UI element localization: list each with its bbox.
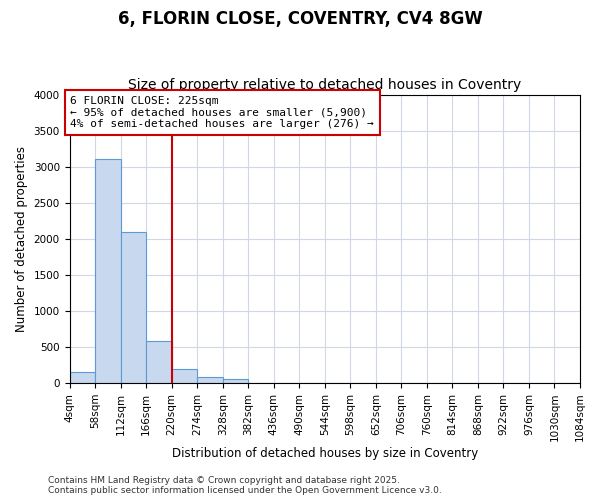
Text: Contains HM Land Registry data © Crown copyright and database right 2025.
Contai: Contains HM Land Registry data © Crown c… [48,476,442,495]
Bar [197,378,223,383]
Title: Size of property relative to detached houses in Coventry: Size of property relative to detached ho… [128,78,521,92]
Y-axis label: Number of detached properties: Number of detached properties [15,146,28,332]
X-axis label: Distribution of detached houses by size in Coventry: Distribution of detached houses by size … [172,447,478,460]
Bar [95,160,121,383]
Bar [70,372,95,383]
Bar [121,232,146,383]
Text: 6, FLORIN CLOSE, COVENTRY, CV4 8GW: 6, FLORIN CLOSE, COVENTRY, CV4 8GW [118,10,482,28]
Text: 6 FLORIN CLOSE: 225sqm
← 95% of detached houses are smaller (5,900)
4% of semi-d: 6 FLORIN CLOSE: 225sqm ← 95% of detached… [70,96,374,129]
Bar [146,342,172,383]
Bar [172,368,197,383]
Bar [223,380,248,383]
